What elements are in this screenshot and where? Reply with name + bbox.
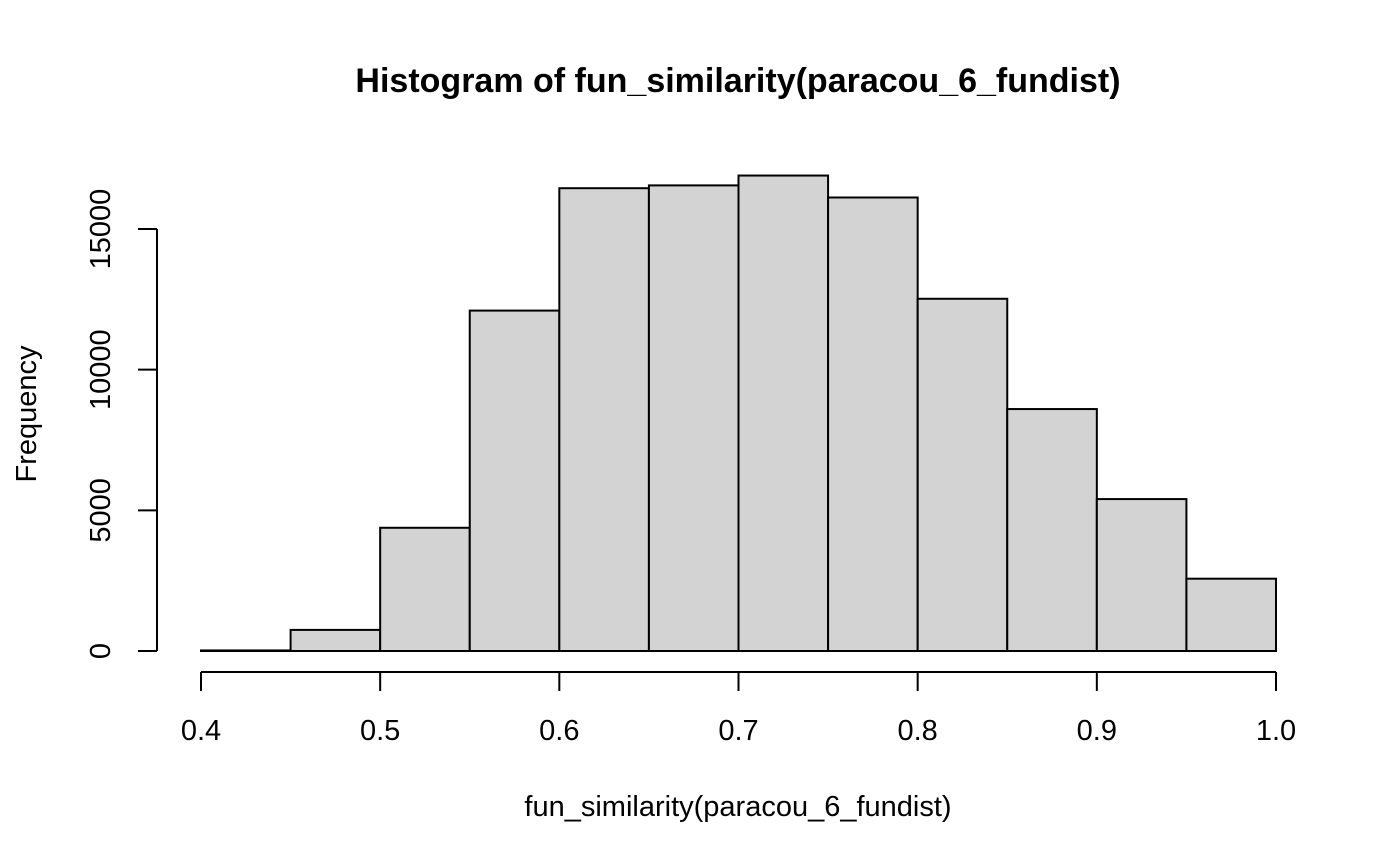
x-tick-label: 0.4 — [181, 715, 221, 747]
histogram-bar — [468, 309, 561, 652]
x-tick-label: 0.5 — [360, 715, 400, 747]
histogram-bar — [1095, 498, 1188, 652]
histogram-bar — [558, 187, 650, 652]
histogram-bars — [200, 174, 1277, 653]
histogram-bar — [1185, 577, 1277, 652]
x-tick-label: 0.6 — [539, 715, 579, 747]
histogram-bar — [737, 174, 830, 652]
x-tick-label: 0.8 — [898, 715, 938, 747]
x-axis: 0.4 0.5 0.6 0.7 0.8 0.9 1.0 — [181, 671, 1296, 747]
histogram-bar — [1006, 408, 1098, 653]
histogram-bar — [379, 526, 471, 652]
histogram-bar — [200, 649, 292, 652]
histogram-bar — [827, 196, 919, 652]
histogram-bar — [647, 184, 740, 652]
x-tick-label: 1.0 — [1256, 715, 1296, 747]
x-tick-label: 0.7 — [718, 715, 758, 747]
y-tick-label: 5000 — [85, 478, 117, 543]
y-tick-label: 15000 — [85, 189, 117, 270]
y-axis: 0 5000 10000 15000 — [85, 189, 158, 659]
chart-title: Histogram of fun_similarity(paracou_6_fu… — [355, 62, 1120, 100]
y-tick-label: 10000 — [85, 329, 117, 410]
histogram-bar — [916, 297, 1009, 652]
y-tick-label: 0 — [85, 643, 117, 659]
y-axis-label: Frequency — [11, 345, 43, 483]
x-tick-label: 0.9 — [1077, 715, 1117, 747]
x-axis-label: fun_similarity(paracou_6_fundist) — [524, 791, 951, 823]
histogram-bar — [289, 628, 382, 653]
